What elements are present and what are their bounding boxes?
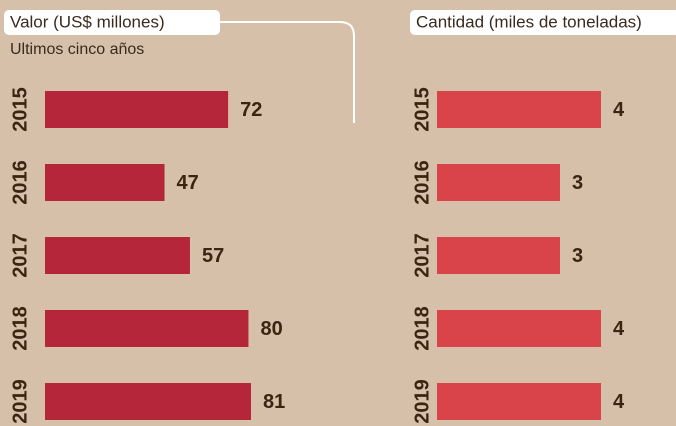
subtitle: Ultimos cinco años xyxy=(10,41,144,58)
value-label: 3 xyxy=(572,172,583,194)
value-label: 3 xyxy=(572,245,583,267)
bar xyxy=(45,164,165,201)
bar xyxy=(437,310,601,347)
value-label: 57 xyxy=(202,245,224,267)
category-label: 2018 xyxy=(411,306,433,351)
category-label: 2018 xyxy=(9,306,31,351)
value-label: 47 xyxy=(177,172,199,194)
bar xyxy=(45,310,249,347)
category-label: 2019 xyxy=(411,379,433,424)
category-label: 2017 xyxy=(411,233,433,278)
category-label: 2015 xyxy=(411,87,433,132)
value-label: 72 xyxy=(240,99,262,121)
title-box xyxy=(410,10,676,35)
value-label: 4 xyxy=(613,99,625,121)
bar xyxy=(437,91,601,128)
category-label: 2016 xyxy=(411,160,433,205)
category-label: 2015 xyxy=(9,87,31,132)
category-label: 2016 xyxy=(9,160,31,205)
chart-title: Cantidad (miles de toneladas) xyxy=(416,12,642,31)
value-label: 80 xyxy=(260,318,282,340)
bar xyxy=(45,237,190,274)
value-label: 81 xyxy=(263,391,285,413)
bar xyxy=(437,383,601,420)
chart-title: Valor (US$ millones) xyxy=(10,12,165,31)
connector xyxy=(220,21,355,123)
value-label: 4 xyxy=(613,318,625,340)
bar xyxy=(437,164,560,201)
bar xyxy=(45,91,229,128)
category-label: 2017 xyxy=(9,233,31,278)
category-label: 2019 xyxy=(9,379,31,424)
value-label: 4 xyxy=(613,391,625,413)
bar xyxy=(437,237,560,274)
bar xyxy=(45,383,251,420)
title-box xyxy=(4,10,220,35)
